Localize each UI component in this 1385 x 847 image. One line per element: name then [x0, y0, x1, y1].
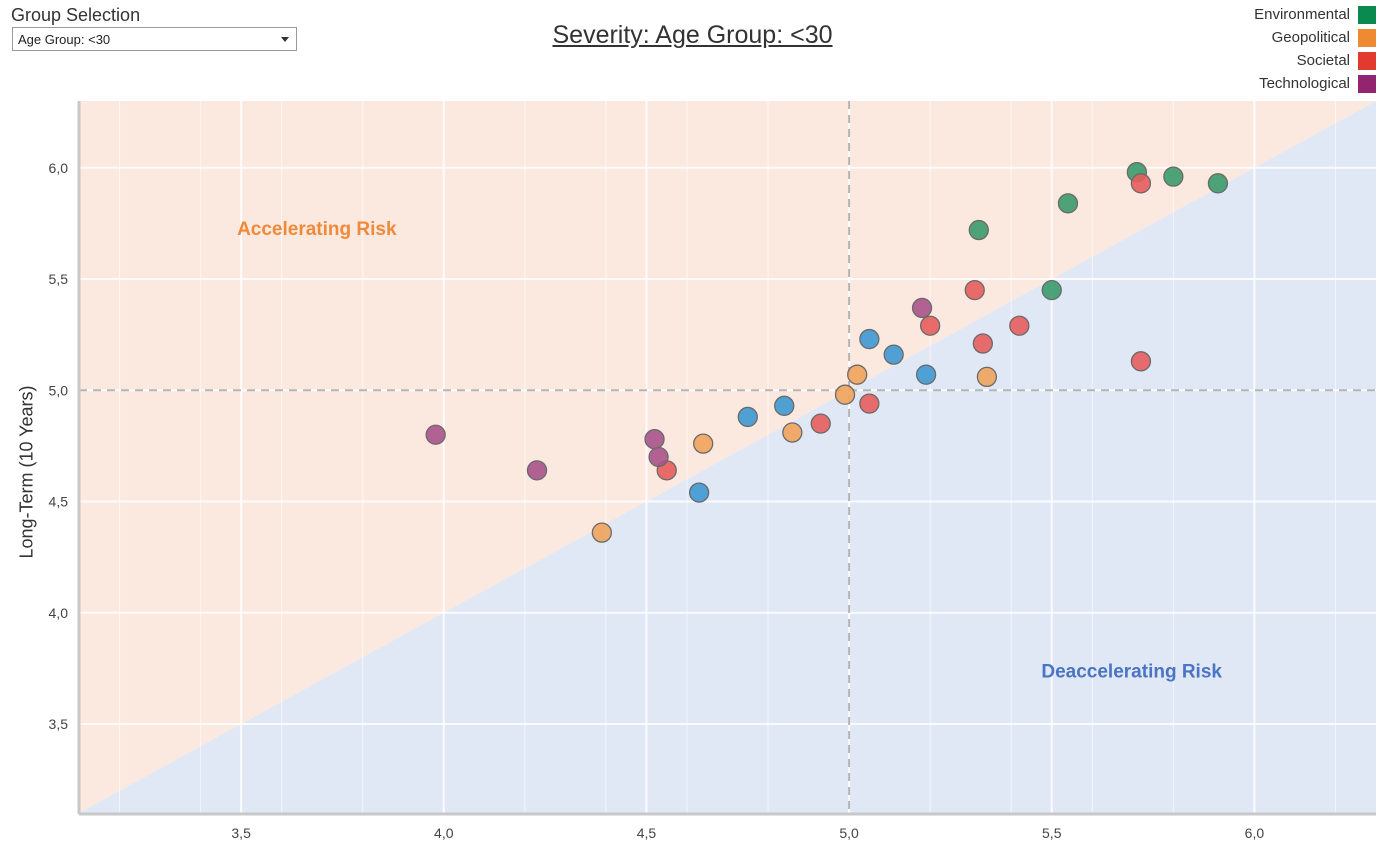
reference-lines	[79, 101, 1376, 813]
data-point-societal[interactable]	[859, 393, 880, 414]
chart-title: Severity: Age Group: <30	[552, 21, 833, 49]
group-select-value: Age Group: <30	[18, 32, 111, 47]
data-point-geopolitical[interactable]	[782, 422, 803, 443]
data-point-societal[interactable]	[810, 413, 831, 434]
data-point-societal[interactable]	[920, 315, 941, 336]
data-point-societal[interactable]	[1009, 315, 1030, 336]
data-point-technological[interactable]	[911, 297, 933, 319]
y-tick-label: 4,5	[49, 494, 69, 510]
data-point-uncategorized[interactable]	[688, 482, 710, 503]
legend-item-societal[interactable]: Societal	[1254, 49, 1376, 72]
data-point-technological[interactable]	[425, 424, 446, 445]
data-point-uncategorized[interactable]	[915, 364, 937, 385]
data-points	[425, 162, 1229, 543]
x-tick-label: 5,0	[839, 825, 859, 841]
legend-swatch-technological	[1358, 74, 1376, 93]
data-point-geopolitical[interactable]	[976, 366, 998, 388]
y-tick-label: 6,0	[49, 160, 69, 176]
legend-label: Technological	[1259, 75, 1350, 92]
tick-labels: 3,5 4,0 4,5 5,0 5,5 6,0 3,5 4,0 4,5 5,0 5,5 6,0	[49, 160, 1265, 841]
data-point-technological[interactable]	[648, 446, 669, 468]
x-tick-label: 4,5	[637, 825, 657, 841]
data-point-societal[interactable]	[1130, 173, 1152, 194]
dropdown-arrow-icon[interactable]	[281, 37, 289, 42]
data-point-environmental[interactable]	[1041, 279, 1062, 301]
y-tick-label: 5,0	[49, 382, 69, 398]
data-point-geopolitical[interactable]	[834, 384, 856, 405]
data-point-technological[interactable]	[526, 460, 548, 481]
data-point-societal[interactable]	[964, 279, 985, 301]
axes	[77, 101, 1376, 816]
data-point-uncategorized[interactable]	[774, 395, 795, 416]
data-point-uncategorized[interactable]	[859, 328, 880, 350]
plot-background	[79, 101, 1376, 813]
deaccelerating-risk-annotation: Deaccelerating Risk	[1041, 662, 1222, 683]
group-select-dropdown[interactable]: Age Group: <30	[12, 27, 297, 51]
x-tick-label: 3,5	[231, 825, 251, 841]
legend-label: Environmental	[1254, 6, 1350, 23]
x-tick-label: 4,0	[434, 825, 454, 841]
data-point-societal[interactable]	[972, 333, 993, 354]
legend-swatch-environmental	[1358, 5, 1376, 24]
accelerating-risk-annotation: Accelerating Risk	[237, 219, 397, 240]
y-tick-label: 4,0	[49, 605, 69, 621]
legend: Environmental Geopolitical Societal Tech…	[1254, 3, 1376, 95]
data-point-geopolitical[interactable]	[591, 522, 613, 543]
data-point-uncategorized[interactable]	[883, 344, 904, 365]
legend-item-environmental[interactable]: Environmental	[1254, 3, 1376, 26]
data-point-environmental[interactable]	[968, 219, 989, 241]
data-point-societal[interactable]	[1130, 351, 1152, 372]
y-tick-label: 3,5	[49, 716, 69, 732]
data-point-geopolitical[interactable]	[847, 364, 868, 385]
data-point-technological[interactable]	[644, 429, 665, 450]
x-tick-label: 5,5	[1042, 825, 1062, 841]
data-point-environmental[interactable]	[1057, 193, 1079, 214]
x-tick-label: 6,0	[1245, 825, 1265, 841]
legend-swatch-societal	[1358, 51, 1376, 70]
data-point-environmental[interactable]	[1207, 173, 1229, 194]
legend-label: Societal	[1296, 52, 1350, 69]
y-tick-label: 5,5	[49, 271, 69, 287]
group-selection-label: Group Selection	[11, 5, 141, 25]
legend-label: Geopolitical	[1271, 29, 1350, 46]
region-annotations: Accelerating Risk Deaccelerating Risk	[237, 219, 1222, 683]
legend-swatch-geopolitical	[1358, 28, 1376, 47]
data-point-geopolitical[interactable]	[693, 433, 714, 454]
legend-item-technological[interactable]: Technological	[1254, 72, 1376, 95]
data-point-uncategorized[interactable]	[737, 406, 758, 428]
legend-item-geopolitical[interactable]: Geopolitical	[1254, 26, 1376, 49]
data-point-environmental[interactable]	[1163, 166, 1184, 187]
